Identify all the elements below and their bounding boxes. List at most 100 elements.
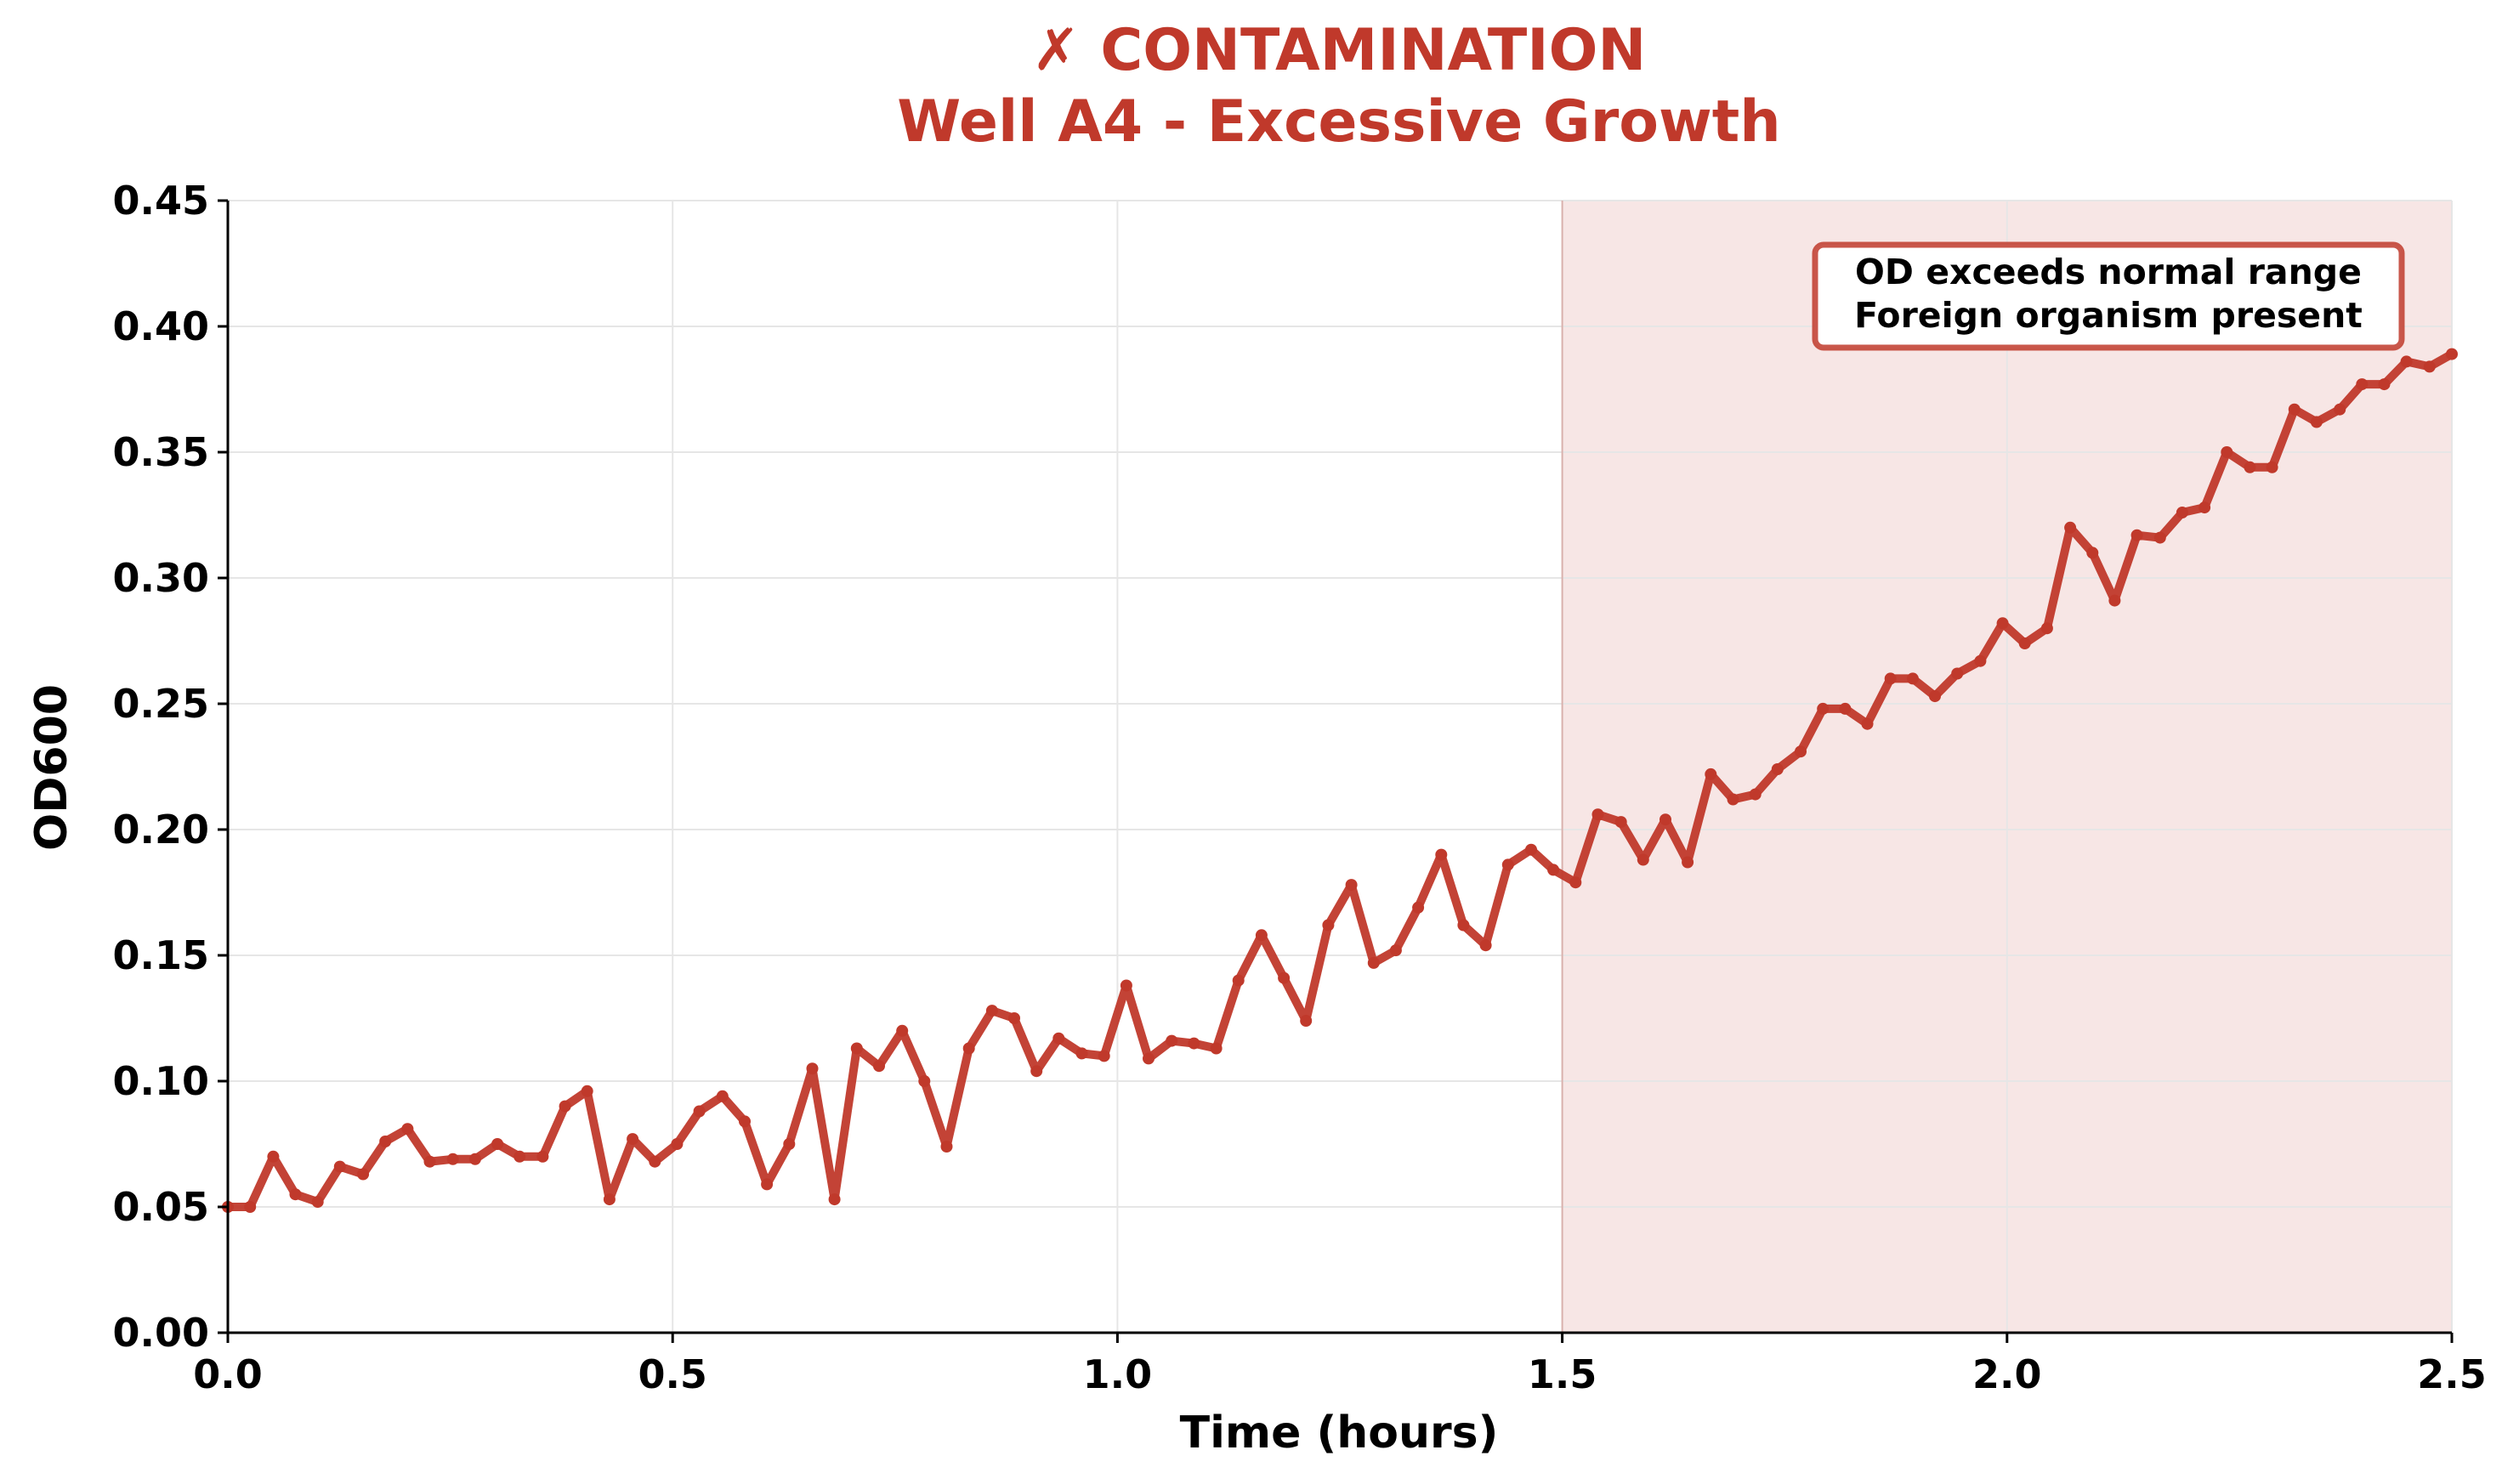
x-tick-label: 2.5 <box>2417 1351 2487 1397</box>
data-point <box>2086 547 2099 559</box>
data-point <box>2064 521 2077 534</box>
data-point <box>423 1155 436 1168</box>
data-point <box>2334 403 2346 416</box>
data-point <box>2018 637 2031 649</box>
data-point <box>2310 416 2323 428</box>
data-points <box>222 348 2458 1213</box>
data-point <box>2446 348 2458 360</box>
x-tick-label: 0.0 <box>193 1351 263 1397</box>
data-point <box>850 1042 863 1055</box>
y-tick-label: 0.45 <box>113 178 210 224</box>
annotation-line-1: OD exceeds normal range <box>1855 252 2362 292</box>
data-point <box>761 1178 774 1191</box>
data-point <box>1906 672 1919 685</box>
data-point <box>1030 1065 1043 1078</box>
annotation-frame <box>1812 241 2405 351</box>
annotation-box: OD exceeds normal range Foreign organism… <box>1812 241 2405 351</box>
data-point <box>985 1005 998 1017</box>
data-point <box>1052 1032 1065 1045</box>
data-point <box>1255 929 1268 942</box>
series-line <box>224 349 2456 1211</box>
data-point <box>2198 501 2211 514</box>
data-point <box>1682 856 1694 869</box>
data-point <box>2176 507 2188 518</box>
data-point <box>2400 355 2413 368</box>
data-point <box>1188 1037 1200 1050</box>
axis-ticks: 0.0 0.5 1.0 1.5 2.0 2.5 0.00 0.05 0.10 0.15 0.20 0.… <box>113 178 2487 1397</box>
data-point <box>1547 864 1560 876</box>
data-point <box>2153 531 2166 544</box>
data-point <box>828 1193 841 1206</box>
data-point <box>1996 617 2009 630</box>
data-point <box>693 1105 706 1118</box>
data-point <box>873 1060 885 1073</box>
data-point <box>468 1153 481 1165</box>
data-point <box>581 1085 593 1097</box>
data-point <box>491 1138 504 1150</box>
data-point <box>1008 1012 1020 1024</box>
data-point <box>513 1150 526 1163</box>
x-tick-label: 0.5 <box>638 1351 707 1397</box>
data-point <box>2244 461 2256 473</box>
data-point <box>1974 654 1987 667</box>
y-tick-label: 0.25 <box>113 681 210 727</box>
data-point <box>401 1123 414 1136</box>
chart-subtitle: Well A4 - Excessive Growth <box>897 88 1780 156</box>
data-point <box>896 1024 909 1037</box>
data-point <box>1300 1015 1313 1027</box>
data-point <box>1817 702 1830 715</box>
data-point <box>1345 879 1358 892</box>
data-point <box>1389 944 1402 957</box>
data-point <box>716 1090 729 1102</box>
data-point <box>627 1133 639 1146</box>
data-point <box>1479 939 1492 952</box>
data-point <box>1884 672 1897 685</box>
y-tick-label: 0.35 <box>113 429 210 475</box>
data-point <box>1098 1050 1110 1062</box>
data-point <box>739 1115 751 1128</box>
data-point <box>2130 529 2143 541</box>
data-point <box>1120 979 1132 992</box>
data-point <box>267 1150 280 1163</box>
data-point <box>1412 901 1425 914</box>
data-point <box>2040 622 2053 635</box>
data-point <box>333 1160 346 1173</box>
data-point <box>1367 956 1380 969</box>
data-point <box>1861 717 1874 730</box>
data-point <box>1749 788 1762 801</box>
data-point <box>379 1136 392 1147</box>
data-point <box>1166 1034 1178 1047</box>
data-point <box>2356 378 2369 391</box>
data-point <box>1771 763 1784 775</box>
data-point <box>1705 767 1717 780</box>
x-axis-label: Time (hours) <box>1180 1408 1499 1459</box>
data-point <box>1322 919 1335 932</box>
x-tick-label: 2.0 <box>1972 1351 2042 1397</box>
data-point <box>649 1155 661 1168</box>
x-tick-label: 1.5 <box>1528 1351 1597 1397</box>
data-point <box>357 1168 370 1181</box>
data-point <box>1727 793 1739 806</box>
grid-lines <box>227 200 2453 1334</box>
data-point <box>1075 1047 1088 1060</box>
data-point <box>2288 403 2301 416</box>
data-point <box>1525 843 1537 856</box>
data-point <box>806 1062 819 1075</box>
data-point <box>1951 667 1964 680</box>
data-point <box>1501 858 1514 871</box>
data-point <box>1795 745 1807 758</box>
data-point <box>1435 848 1448 861</box>
y-tick-label: 0.00 <box>113 1310 210 1356</box>
data-point <box>559 1100 571 1113</box>
data-point <box>2423 360 2436 373</box>
y-tick-label: 0.15 <box>113 932 210 978</box>
data-point <box>289 1188 302 1201</box>
data-point <box>1659 813 1671 826</box>
data-point <box>311 1196 324 1209</box>
y-tick-label: 0.40 <box>113 303 210 349</box>
data-point <box>671 1138 684 1150</box>
data-point <box>2221 446 2233 458</box>
data-point <box>1839 702 1852 715</box>
